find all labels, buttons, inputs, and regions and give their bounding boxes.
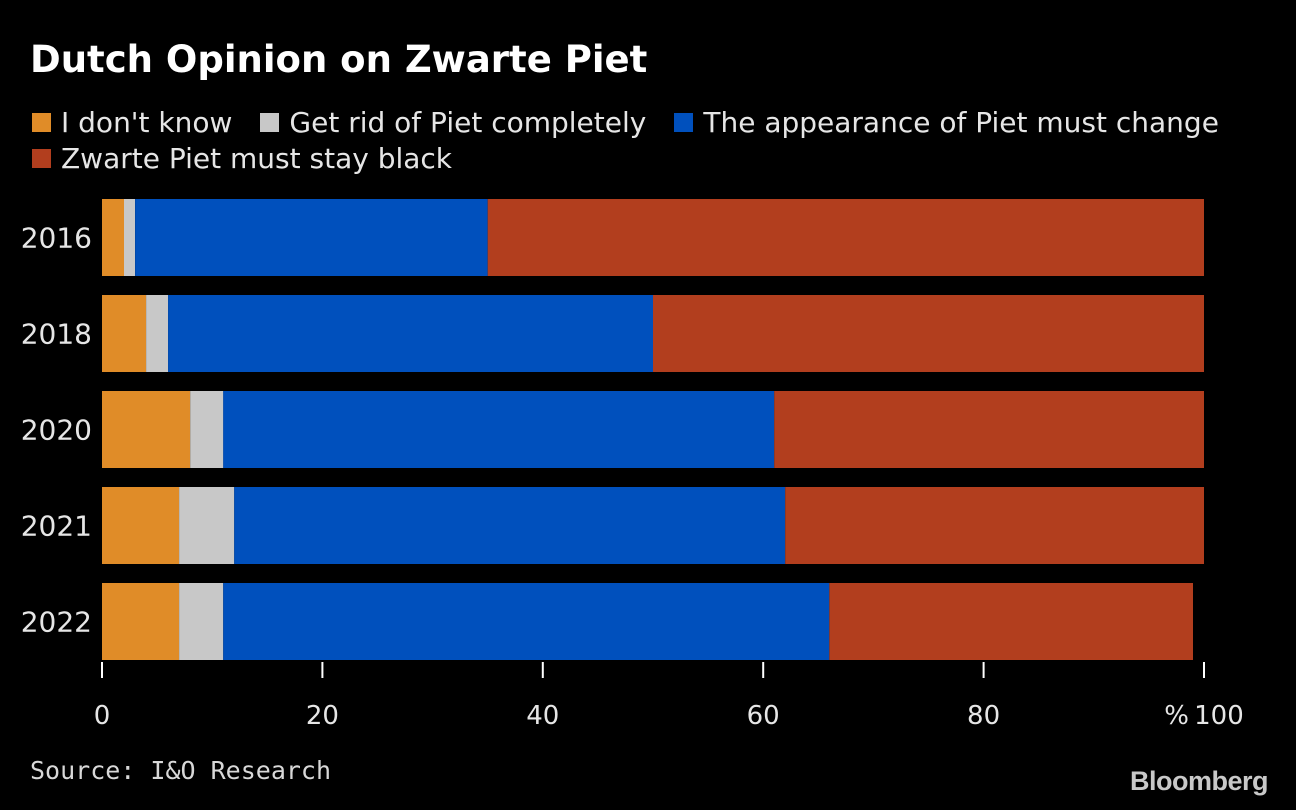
bar-2018-series-2 xyxy=(168,295,653,372)
legend: I don't know Get rid of Piet completely … xyxy=(32,105,1252,175)
legend-item-appearance-change: The appearance of Piet must change xyxy=(674,105,1219,139)
x-tick-label-0: 0 xyxy=(94,701,111,731)
bar-2016-series-2 xyxy=(135,199,488,276)
x-tick-label-40: 40 xyxy=(526,701,559,731)
legend-label-appearance-change: The appearance of Piet must change xyxy=(703,105,1219,139)
bar-2018-series-1 xyxy=(146,295,169,372)
x-tick-label-100: % 100 xyxy=(1164,701,1244,731)
x-tick-label-20: 20 xyxy=(306,701,339,731)
x-tick-label-60: 60 xyxy=(747,701,780,731)
bar-2016-series-0 xyxy=(102,199,124,276)
chart-title: Dutch Opinion on Zwarte Piet xyxy=(30,38,648,81)
legend-swatch-dont-know xyxy=(32,112,51,132)
bar-2020-series-0 xyxy=(102,391,191,468)
bar-2016-series-1 xyxy=(124,199,135,276)
bar-2021-series-1 xyxy=(179,487,235,564)
legend-label-get-rid: Get rid of Piet completely xyxy=(289,105,647,139)
bar-2020-series-1 xyxy=(190,391,224,468)
legend-swatch-stay-black xyxy=(32,148,51,168)
bar-2022-series-0 xyxy=(102,583,180,660)
legend-item-get-rid: Get rid of Piet completely xyxy=(260,105,647,139)
bar-2022-series-3 xyxy=(829,583,1193,660)
legend-label-dont-know: I don't know xyxy=(61,105,233,139)
legend-swatch-appearance-change xyxy=(674,112,694,132)
bar-2022-series-1 xyxy=(179,583,224,660)
legend-item-dont-know: I don't know xyxy=(32,105,233,139)
category-label-2021: 2021 xyxy=(21,510,92,543)
category-label-2018: 2018 xyxy=(21,318,92,351)
legend-label-stay-black: Zwarte Piet must stay black xyxy=(61,141,453,175)
bar-2021-series-0 xyxy=(102,487,180,564)
x-axis-unit: % xyxy=(1164,701,1194,731)
category-label-2022: 2022 xyxy=(21,606,92,639)
x-tick-label-80: 80 xyxy=(967,701,1000,731)
bar-2022-series-2 xyxy=(223,583,830,660)
bar-2020-series-3 xyxy=(774,391,1204,468)
legend-item-stay-black: Zwarte Piet must stay black xyxy=(32,141,453,175)
bloomberg-logo: Bloomberg xyxy=(1129,766,1269,796)
bar-2016-series-3 xyxy=(487,199,1204,276)
bar-2018-series-0 xyxy=(102,295,147,372)
bar-2020-series-2 xyxy=(223,391,775,468)
category-label-2016: 2016 xyxy=(21,222,92,255)
source-note: Source: I&O Research xyxy=(30,756,332,785)
bar-2021-series-3 xyxy=(785,487,1204,564)
bar-2018-series-3 xyxy=(653,295,1204,372)
legend-swatch-get-rid xyxy=(260,112,280,132)
bar-2021-series-2 xyxy=(234,487,786,564)
x-tick-value-100: 100 xyxy=(1194,701,1244,731)
category-label-2020: 2020 xyxy=(21,414,92,447)
